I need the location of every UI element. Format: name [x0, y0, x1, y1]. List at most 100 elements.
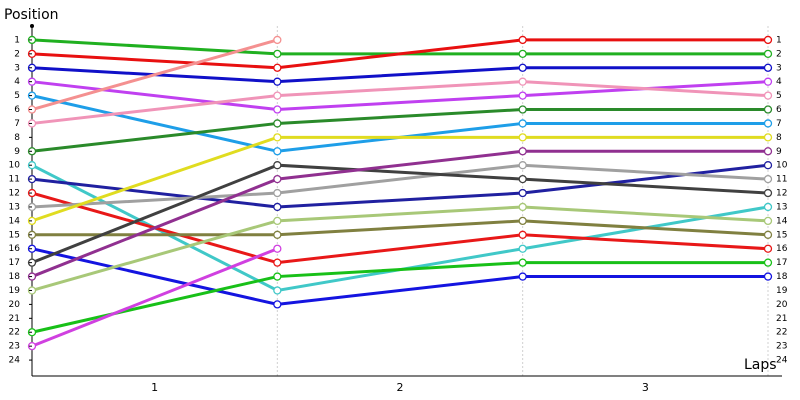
- series-line: [31, 163, 769, 209]
- y-tick-label: 12: [9, 189, 20, 199]
- y-tick-label: 23: [9, 342, 20, 352]
- y-tick-label: 6: [14, 105, 20, 115]
- series-line: [31, 247, 278, 348]
- y-tick-label-right: 19: [776, 286, 788, 296]
- point: [763, 91, 773, 100]
- point: [518, 188, 527, 198]
- y-tick-label: 14: [9, 216, 21, 226]
- y-tick-label-right: 3: [776, 63, 782, 73]
- point: [518, 230, 527, 239]
- y-tick-label: 22: [9, 328, 20, 338]
- point: [273, 188, 282, 198]
- point: [763, 258, 773, 267]
- point: [763, 244, 773, 253]
- point: [518, 49, 527, 58]
- y-tick-label: 16: [9, 244, 21, 254]
- point: [518, 174, 527, 184]
- series-line: [32, 219, 769, 237]
- y-tick-label: 1: [14, 35, 20, 45]
- y-tick-label: 11: [9, 175, 20, 185]
- point: [273, 216, 282, 226]
- y-tick-label: 2: [14, 49, 20, 59]
- series-line: [31, 38, 768, 70]
- point: [273, 63, 282, 72]
- point: [518, 202, 527, 212]
- series-line: [31, 38, 278, 111]
- point: [273, 91, 282, 100]
- point: [273, 161, 282, 170]
- point: [763, 161, 773, 170]
- y-tick-label: 8: [14, 133, 20, 143]
- y-tick-label-right: 7: [776, 119, 782, 129]
- point: [518, 91, 527, 100]
- point: [763, 133, 773, 142]
- point: [273, 133, 282, 142]
- point: [763, 147, 773, 156]
- point: [763, 230, 773, 239]
- y-tick-label-right: 5: [776, 91, 782, 101]
- point: [273, 272, 282, 281]
- point: [518, 119, 527, 128]
- series-line: [31, 163, 769, 265]
- y-tick-label-right: 2: [776, 49, 782, 59]
- point: [518, 133, 527, 142]
- point: [273, 105, 282, 114]
- point: [518, 244, 527, 253]
- series-line: [31, 108, 768, 153]
- y-tick-label: 7: [14, 119, 20, 129]
- y-tick-label-right: 15: [776, 230, 787, 240]
- point: [273, 119, 282, 128]
- point: [518, 258, 527, 267]
- point: [518, 63, 527, 72]
- axis-cap: [30, 24, 34, 28]
- x-tick-label: 1: [151, 381, 158, 394]
- y-tick-label: 5: [14, 91, 20, 101]
- point: [518, 35, 527, 45]
- y-tick-label: 9: [14, 147, 20, 157]
- y-tick-label-right: 12: [776, 189, 787, 199]
- y-tick-label-right: 8: [776, 133, 782, 143]
- point: [273, 244, 282, 253]
- point: [273, 230, 282, 239]
- point: [518, 272, 527, 281]
- series-line: [31, 149, 768, 278]
- point: [763, 63, 773, 72]
- y-tick-label: 19: [9, 286, 21, 296]
- y-tick-label: 10: [9, 161, 21, 171]
- y-tick-label-right: 11: [776, 175, 787, 185]
- y-axis-title: Position: [4, 7, 59, 23]
- point: [763, 202, 773, 212]
- y-tick-label: 4: [14, 77, 20, 87]
- y-tick-label-right: 21: [776, 314, 787, 324]
- point: [273, 174, 282, 184]
- series-line: [31, 80, 769, 125]
- y-tick-label-right: 23: [776, 342, 787, 352]
- point: [763, 272, 773, 281]
- y-tick-label: 13: [9, 202, 20, 212]
- y-tick-label: 17: [9, 258, 20, 268]
- y-tick-label: 21: [9, 314, 20, 324]
- point: [763, 77, 773, 86]
- point: [518, 216, 527, 226]
- y-tick-label-right: 14: [776, 216, 788, 226]
- point: [273, 77, 282, 86]
- y-tick-label-right: 10: [776, 161, 788, 171]
- series-line: [31, 261, 768, 334]
- point: [273, 35, 282, 45]
- series-line: [31, 135, 768, 223]
- series-line: [31, 163, 769, 209]
- point: [273, 147, 282, 156]
- point: [518, 147, 527, 156]
- point: [273, 202, 282, 212]
- y-tick-label-right: 22: [776, 328, 787, 338]
- y-tick-label-right: 9: [776, 147, 782, 157]
- y-tick-label-right: 17: [776, 258, 787, 268]
- y-tick-label-right: 24: [776, 356, 788, 366]
- y-tick-label-right: 13: [776, 202, 787, 212]
- point: [518, 105, 527, 114]
- point: [763, 174, 773, 184]
- x-axis-title: Laps: [744, 357, 777, 373]
- point: [273, 258, 282, 267]
- x-tick-label: 3: [642, 381, 649, 394]
